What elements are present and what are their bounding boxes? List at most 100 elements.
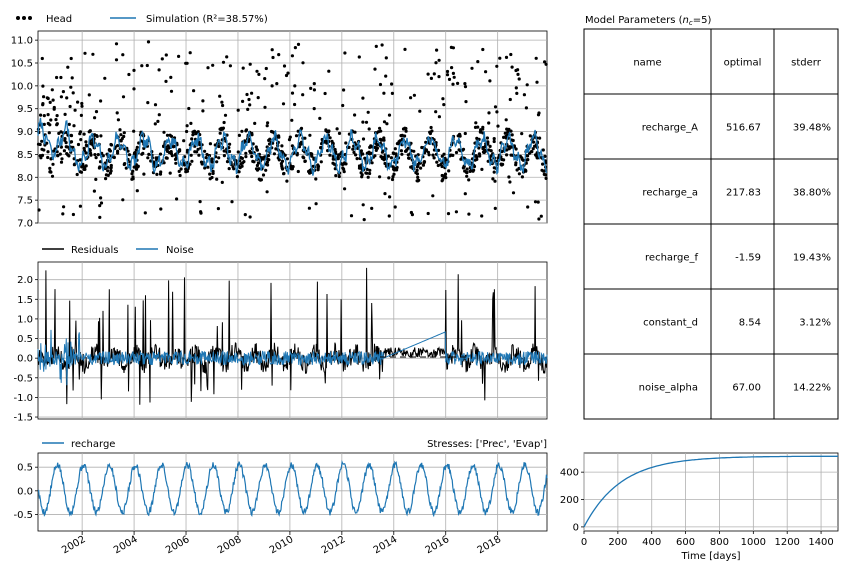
head-point — [312, 107, 316, 111]
head-point — [334, 174, 338, 178]
x-tick-label: 2010 — [268, 534, 296, 556]
head-point — [225, 55, 229, 59]
head-point — [391, 151, 395, 155]
x-tick-label: 2016 — [424, 534, 452, 556]
head-point — [361, 96, 365, 100]
head-point — [196, 147, 200, 151]
head-point — [208, 177, 212, 181]
head-point — [250, 91, 254, 95]
head-point — [264, 66, 268, 71]
head-point — [55, 150, 59, 154]
head-point — [465, 170, 469, 174]
head-point — [221, 126, 225, 130]
head-point — [508, 180, 512, 184]
head-point — [222, 154, 226, 158]
head-point — [477, 152, 481, 156]
head-point — [132, 151, 137, 155]
head-point — [481, 145, 485, 150]
head-point — [493, 206, 497, 210]
head-point — [71, 212, 75, 217]
head-point — [386, 154, 390, 158]
head-point — [373, 145, 377, 149]
head-point — [495, 110, 499, 114]
table-cell: 19.43% — [793, 253, 831, 264]
head-point — [277, 135, 281, 139]
head-point — [142, 172, 146, 176]
head-point — [221, 60, 226, 64]
head-point — [374, 148, 378, 152]
head-point — [188, 51, 192, 55]
head-point — [88, 129, 92, 133]
head-point — [435, 160, 439, 164]
head-point — [136, 164, 140, 168]
head-point — [360, 175, 364, 179]
head-point — [48, 166, 52, 170]
head-point — [507, 175, 511, 179]
head-point — [509, 153, 513, 157]
head-point — [540, 168, 544, 172]
head-point — [59, 75, 63, 80]
head-point — [492, 139, 496, 144]
head-point — [203, 149, 207, 153]
head-point — [267, 158, 271, 162]
y-tick-label: 400 — [560, 468, 579, 479]
table-cell: constant_d — [643, 318, 698, 329]
head-point — [174, 161, 178, 165]
head-point — [121, 95, 126, 99]
head-point — [517, 77, 521, 81]
head-point — [431, 194, 435, 198]
head-point — [211, 63, 215, 67]
head-point — [336, 157, 340, 161]
step-axes-frame — [583, 452, 839, 532]
head-point — [502, 135, 506, 139]
head-point — [80, 104, 84, 108]
head-point — [442, 152, 446, 156]
head-point — [55, 122, 59, 126]
head-point — [115, 111, 119, 115]
head-point — [47, 131, 51, 135]
head-point — [544, 62, 548, 66]
y-tick-label: -1.0 — [13, 393, 33, 404]
head-point — [421, 163, 425, 167]
head-point — [169, 75, 173, 79]
head-point — [135, 145, 139, 149]
head-point — [51, 98, 55, 102]
head-point — [280, 144, 284, 148]
head-point — [109, 169, 113, 173]
head-point — [522, 93, 527, 97]
head-point — [157, 113, 161, 117]
head-point — [256, 161, 260, 165]
head-point — [288, 135, 292, 139]
head-point — [222, 120, 226, 125]
x-tick-label: 2008 — [216, 534, 244, 556]
head-point — [134, 148, 138, 152]
head-point — [516, 72, 520, 76]
head-point — [50, 88, 54, 92]
y-tick-label: 11.0 — [11, 36, 33, 47]
head-point — [257, 167, 261, 171]
head-point — [270, 48, 274, 52]
head-gridlines — [38, 31, 547, 224]
head-point — [59, 160, 64, 164]
head-point — [168, 171, 172, 175]
head-point — [75, 172, 79, 177]
head-point — [61, 90, 65, 94]
head-point — [69, 56, 73, 61]
head-point — [436, 163, 440, 168]
head-point — [173, 153, 178, 157]
table-cell: recharge_a — [642, 188, 698, 199]
table-cell: 38.80% — [793, 188, 831, 199]
head-point — [227, 149, 232, 154]
head-point — [387, 113, 392, 117]
head-point — [40, 56, 44, 61]
head-point — [335, 127, 339, 131]
x-tick-label: 1200 — [774, 537, 799, 548]
head-point — [524, 106, 529, 110]
head-point — [312, 88, 316, 92]
head-point — [82, 132, 86, 136]
head-point — [199, 210, 203, 214]
head-point — [399, 149, 403, 153]
head-point — [492, 166, 496, 170]
head-point — [486, 140, 490, 145]
head-point — [109, 163, 113, 168]
